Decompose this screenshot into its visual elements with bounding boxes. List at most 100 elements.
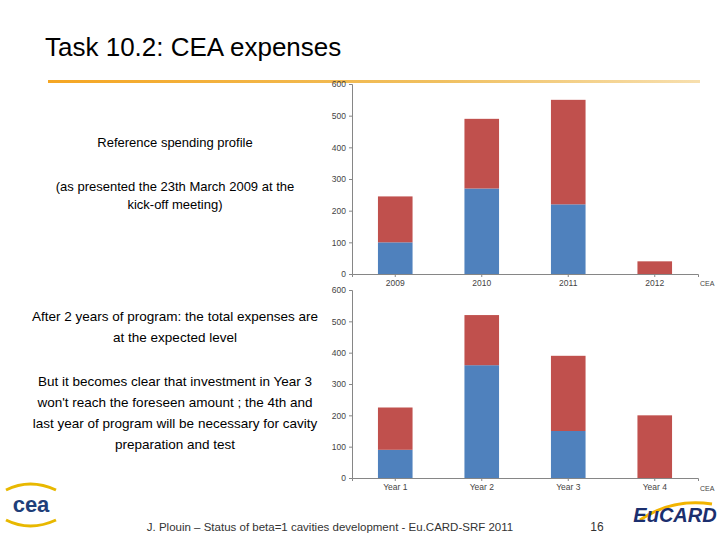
bar (551, 356, 586, 431)
tick-label: 2010 (472, 278, 491, 288)
annotation: CEA (700, 280, 715, 287)
tick: 2012 (645, 274, 664, 288)
tick-mark (349, 353, 352, 354)
tick-mark (654, 274, 655, 277)
chart: 0 100 200 300 400 500 600 2009 2010 2011 2012 CEA (332, 79, 715, 288)
tick-label: 0 (341, 473, 346, 483)
tick-mark (349, 274, 352, 275)
bar (637, 415, 672, 478)
bar (464, 365, 499, 478)
tick-label: 200 (332, 411, 346, 421)
y-axis: 0 100 200 300 400 500 600 (332, 79, 353, 279)
bar (378, 242, 413, 274)
tick-label: 500 (332, 317, 346, 327)
tick: 300 (332, 174, 352, 184)
slide: Task 10.2: CEA expensesReference spendin… (0, 0, 720, 540)
tick: 600 (332, 285, 352, 295)
tick: 100 (332, 442, 352, 452)
x-axis: 2009 2010 2011 2012 (353, 274, 699, 288)
series (378, 315, 672, 478)
tick-label: Year 3 (556, 482, 581, 492)
bar (551, 431, 586, 478)
tick-mark (349, 415, 352, 416)
tick: 2009 (386, 274, 405, 288)
bar (378, 408, 413, 450)
tick-mark (349, 116, 352, 117)
bar (464, 119, 499, 189)
logo-arc (6, 520, 56, 526)
tick-label: 100 (332, 238, 346, 248)
tick-label: 300 (332, 379, 346, 389)
bar (464, 315, 499, 365)
y-axis: 0 100 200 300 400 500 600 (332, 285, 353, 483)
note-line: won't reach the foreseen amount ; the 4t… (36, 395, 312, 410)
tick: Year 2 (470, 478, 495, 492)
tick: 200 (332, 206, 352, 216)
tick: 0 (341, 473, 352, 483)
plot-area (378, 315, 672, 478)
page-number: 16 (590, 520, 604, 534)
tick: Year 1 (383, 478, 408, 492)
bar (637, 261, 672, 274)
axis-line (353, 479, 699, 482)
tick-mark (481, 478, 482, 481)
tick-mark (349, 290, 352, 291)
tick-mark (349, 211, 352, 212)
tick: 600 (332, 79, 352, 89)
tick-label: 0 (341, 269, 346, 279)
tick-label: 200 (332, 206, 346, 216)
axis-line (353, 275, 699, 278)
tick-mark (568, 478, 569, 481)
tick-label: 2012 (645, 278, 664, 288)
tick-label: 400 (332, 143, 346, 153)
bar (378, 450, 413, 478)
tick-mark (349, 242, 352, 243)
tick: 500 (332, 111, 352, 121)
bar (551, 204, 586, 274)
tick-label: 100 (332, 442, 346, 452)
tick-mark (654, 478, 655, 481)
tick-mark (395, 478, 396, 481)
logo-arc (6, 484, 56, 490)
tick: Year 3 (556, 478, 581, 492)
plot-area (378, 100, 672, 274)
chart: 0100200300400500600Year 1Year 2Year 3Yea… (332, 285, 715, 492)
footer: J. Plouin – Status of beta=1 cavities de… (147, 521, 513, 533)
tick: 2010 (472, 274, 491, 288)
annotation: CEA (700, 485, 715, 492)
tick: 0 (341, 269, 352, 279)
tick: Year 4 (643, 478, 668, 492)
tick-mark (395, 274, 396, 277)
axis-line (349, 85, 353, 275)
logo-left: cea (6, 484, 56, 526)
logo-text: cea (13, 492, 50, 517)
title-rule (48, 80, 700, 83)
tick-mark (349, 321, 352, 322)
tick-mark (349, 179, 352, 180)
slide-title: Task 10.2: CEA expenses (45, 32, 341, 62)
tick-label: Year 2 (470, 482, 495, 492)
bar (464, 189, 499, 275)
tick-mark (349, 384, 352, 385)
tick-label: 300 (332, 174, 346, 184)
tick-mark (349, 478, 352, 479)
note-line: last year of program will be necessary f… (33, 416, 318, 431)
bar (551, 100, 586, 205)
tick: 500 (332, 317, 352, 327)
tick-label: 600 (332, 79, 346, 89)
tick-mark (349, 84, 352, 85)
tick-label: 400 (332, 348, 346, 358)
note-line: (as presented the 23th March 2009 at the (56, 179, 295, 194)
series (378, 100, 672, 274)
note-line: kick-off meeting) (127, 197, 222, 212)
tick-label: 600 (332, 285, 346, 295)
x-axis: Year 1 Year 2 Year 3 Year 4 (353, 478, 699, 492)
tick: 100 (332, 238, 352, 248)
tick-mark (568, 274, 569, 277)
tick-label: 2011 (559, 278, 578, 288)
tick: 300 (332, 379, 352, 389)
tick: 400 (332, 348, 352, 358)
tick-mark (349, 447, 352, 448)
tick-label: Year 4 (643, 482, 668, 492)
tick-label: 2009 (386, 278, 405, 288)
